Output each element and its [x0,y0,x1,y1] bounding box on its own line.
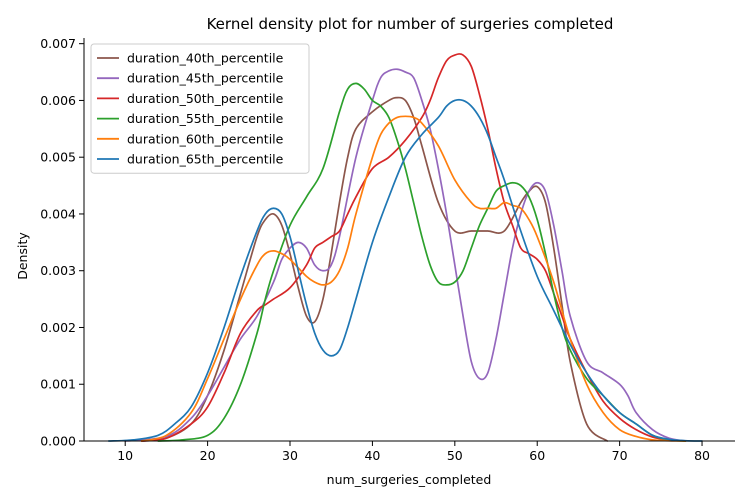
series-line-duration-60th-percentile [140,115,687,442]
x-tick-label: 60 [529,448,545,463]
x-tick-label: 70 [612,448,628,463]
y-tick-label: 0.003 [40,263,76,278]
plot-area [107,53,703,442]
x-tick-label: 10 [117,448,133,463]
series-line-duration-55th-percentile [157,82,687,442]
legend-label: duration_65th_percentile [127,152,284,167]
legend: duration_40th_percentile duration_45th_pe… [90,43,310,174]
y-tick-label: 0.006 [40,93,76,108]
x-tick-label: 80 [694,448,710,463]
axes: 10 20 30 40 50 60 70 80 0.000 0.001 0.002 0.003 0.00… [40,36,735,463]
x-tick-label: 30 [282,448,298,463]
legend-label: duration_40th_percentile [127,51,284,66]
x-tick-label: 50 [447,448,463,463]
x-tick-label: 20 [200,448,216,463]
series-line-duration-45th-percentile [124,68,687,442]
y-tick-label: 0.002 [40,320,76,335]
legend-label: duration_45th_percentile [127,71,284,86]
y-tick-label: 0.001 [40,377,76,392]
legend-label: duration_55th_percentile [127,111,284,126]
y-tick-label: 0.000 [40,434,76,449]
y-tick-label: 0.005 [40,150,76,165]
y-axis-label: Density [15,232,30,280]
legend-label: duration_50th_percentile [127,91,284,106]
y-tick-label: 0.004 [40,206,76,221]
series-line-duration-65th-percentile [107,98,703,442]
x-tick-label: 40 [364,448,380,463]
legend-box [90,43,310,174]
series-line-duration-50th-percentile [140,53,687,442]
series-line-duration-40th-percentile [140,96,609,442]
chart-title: Kernel density plot for number of surger… [207,15,614,33]
y-tick-label: 0.007 [40,36,76,51]
legend-label: duration_60th_percentile [127,131,284,146]
x-axis-label: num_surgeries_completed [327,472,492,487]
